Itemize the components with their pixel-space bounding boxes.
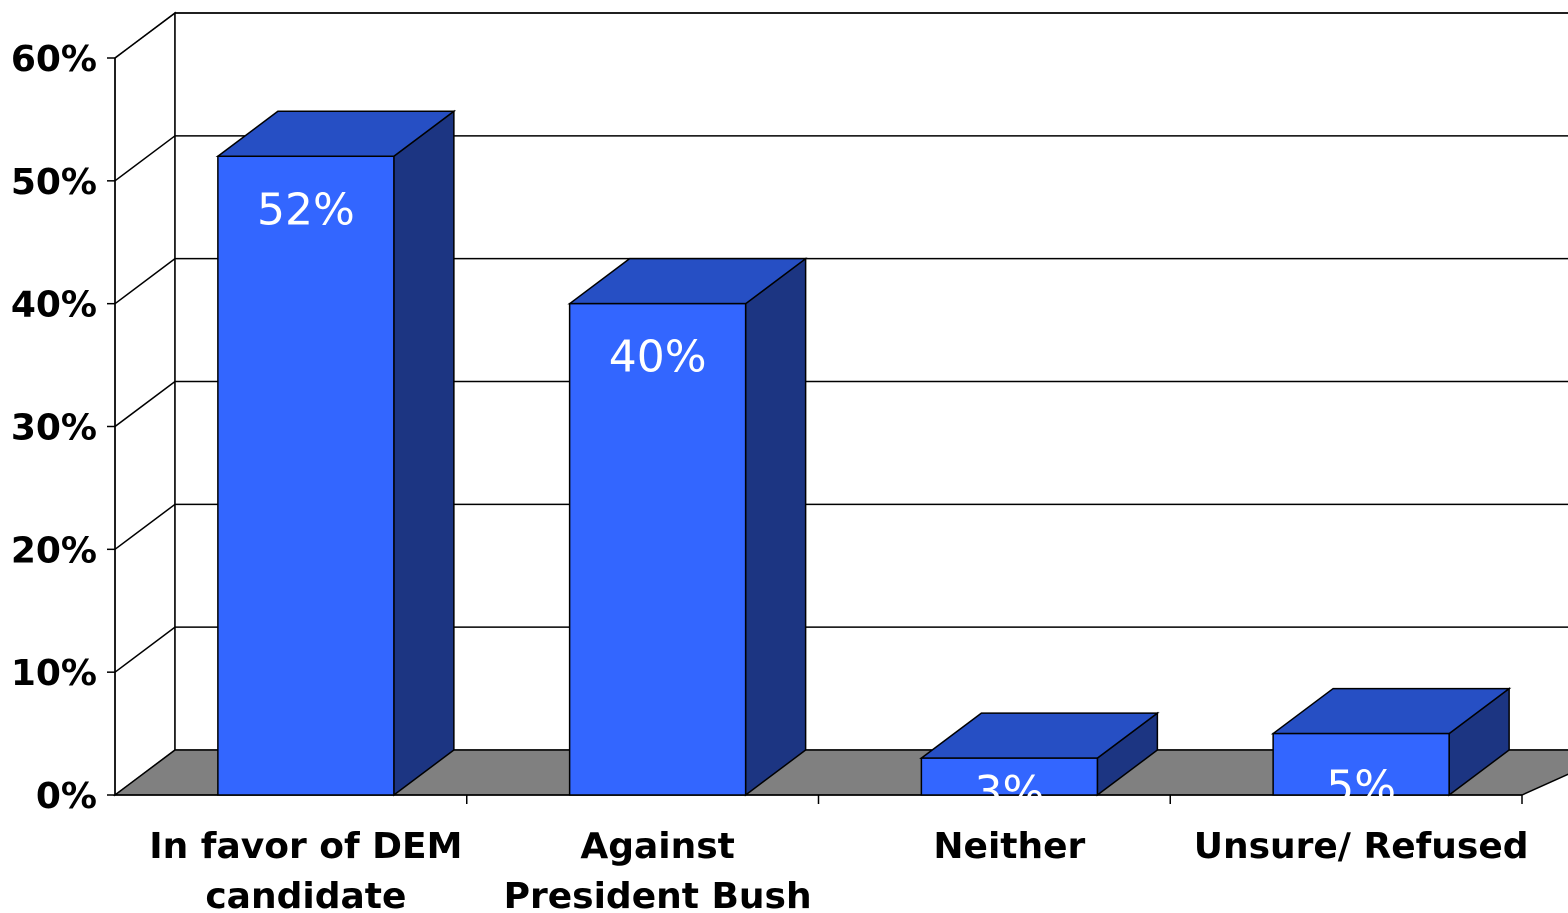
y-tick-label: 0%: [36, 776, 97, 817]
x-category-label-line: President Bush: [504, 876, 812, 913]
x-category-label: Unsure/ Refused: [1194, 826, 1529, 867]
bar-side: [393, 109, 455, 797]
x-category-label-line: Unsure/ Refused: [1194, 826, 1529, 867]
y-tick-label: 10%: [11, 653, 97, 694]
bar-front: [568, 302, 747, 796]
x-category-label-line: In favor of DEM: [149, 826, 462, 867]
x-axis-labels: In favor of DEM candidate Against President…: [149, 826, 1528, 913]
bar-front: [920, 757, 1099, 796]
x-category-label-line: candidate: [205, 876, 406, 913]
gridline: [114, 380, 1568, 428]
y-axis-ticks: 0% 10% 20% 30% 40% 50% 60%: [11, 39, 115, 817]
data-label: 5%: [1326, 762, 1396, 813]
data-label: 40%: [609, 332, 707, 383]
gridline: [114, 626, 1568, 673]
bar-front: [1272, 732, 1450, 796]
gridline: [114, 12, 1568, 59]
bar: 5%: [1270, 687, 1512, 813]
data-label: 52%: [257, 184, 355, 235]
y-tick-label: 20%: [11, 530, 97, 571]
gridline: [114, 135, 1568, 182]
bar: 40%: [567, 257, 808, 797]
gridline: [114, 257, 1568, 305]
gridline: [114, 503, 1568, 550]
bar-front: [217, 155, 395, 796]
bars: 52% 40% 3% 5%: [215, 109, 1512, 818]
data-label: 3%: [974, 767, 1044, 818]
x-category-label-line: Against: [580, 826, 735, 867]
x-category-label-line: Neither: [933, 826, 1085, 867]
x-category-label: Against President Bush: [504, 826, 812, 913]
y-tick-label: 40%: [11, 285, 97, 326]
gridlines: [114, 12, 1568, 673]
bar-side: [744, 257, 807, 797]
bar: 3%: [919, 711, 1160, 818]
bar: 52%: [215, 109, 457, 797]
y-tick-label: 50%: [11, 162, 97, 203]
x-category-label: Neither: [933, 826, 1085, 867]
x-category-label: In favor of DEM candidate: [149, 826, 462, 913]
y-tick-label: 60%: [11, 39, 97, 80]
y-tick-label: 30%: [11, 408, 97, 449]
